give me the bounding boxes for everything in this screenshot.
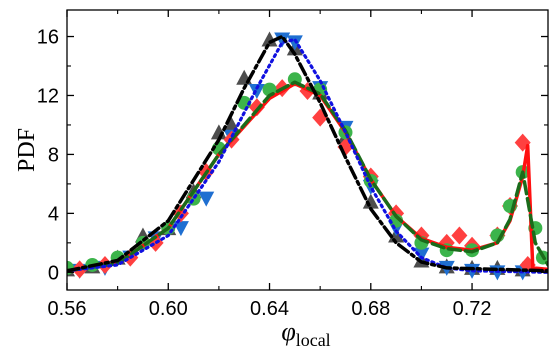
point-triangle-up-6 <box>210 124 227 140</box>
point-triangle-down-7 <box>248 84 265 100</box>
y-tick-label: 4 <box>48 203 59 225</box>
point-triangle-up-9 <box>261 31 278 47</box>
point-triangle-down-8 <box>274 32 291 48</box>
x-tick-label: 0.56 <box>48 298 87 320</box>
y-tick-label: 12 <box>37 85 59 107</box>
x-axis-label: φlocal <box>281 317 330 350</box>
y-axis-label: PDF <box>14 128 40 172</box>
point-diamond-16 <box>451 226 468 245</box>
x-tick-label: 0.64 <box>250 298 289 320</box>
x-tick-label: 0.72 <box>453 298 492 320</box>
plot-content <box>67 31 548 281</box>
point-triangle-down-4 <box>172 221 189 237</box>
point-triangle-up-13 <box>362 193 379 209</box>
x-tick-label: 0.68 <box>351 298 390 320</box>
plot-area <box>67 31 548 281</box>
curve-dashed <box>67 80 548 273</box>
y-tick-label: 8 <box>48 144 59 166</box>
axes: 0.56 0.60 0.64 0.68 0.72 0 4 8 12 16 <box>37 9 549 320</box>
x-axis-label-symbol: φ <box>281 317 295 346</box>
point-diamond-7 <box>248 98 265 117</box>
plot-frame <box>66 9 549 291</box>
y-tick-label: 16 <box>37 27 59 49</box>
x-axis-label-subscript: local <box>296 330 331 350</box>
y-tick-label: 0 <box>48 262 59 284</box>
curve-dashdot <box>67 34 548 273</box>
x-tick-label: 0.60 <box>149 298 188 320</box>
point-triangle-down-5 <box>198 191 215 207</box>
